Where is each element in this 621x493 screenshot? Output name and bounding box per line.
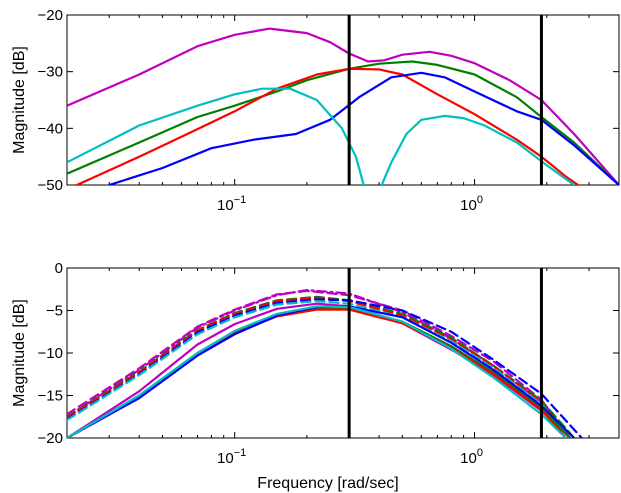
series-line-6 bbox=[380, 114, 576, 185]
y-tick-label: −5 bbox=[46, 303, 63, 320]
y-tick-label: −15 bbox=[38, 388, 63, 405]
y-tick-label: −20 bbox=[38, 430, 63, 447]
series-line-1 bbox=[67, 289, 572, 438]
y-tick-label: −50 bbox=[38, 177, 63, 194]
series-group bbox=[67, 289, 583, 438]
series-line-6 bbox=[67, 300, 572, 438]
series-line-2 bbox=[67, 60, 619, 185]
y-tick-label: −40 bbox=[38, 120, 63, 137]
x-tick-label: 100 bbox=[460, 194, 483, 214]
plot-frame bbox=[66, 14, 620, 186]
series-group bbox=[67, 27, 619, 185]
y-tick-label: 0 bbox=[55, 260, 63, 277]
x-tick-label: 100 bbox=[460, 447, 483, 467]
x-tick-label: 10−1 bbox=[217, 194, 246, 214]
series-line-5 bbox=[67, 298, 583, 438]
series-line-4 bbox=[108, 71, 619, 185]
y-axis-label: Magnitude [dB] bbox=[11, 299, 28, 407]
upper-magnitude-plot: 10−1 100 −50 −40 −30 −20 Magnitude [dB] bbox=[11, 7, 620, 214]
lower-magnitude-plot: 10−1 100 −20 −15 −10 −5 0 Magnitude [dB] Frequen… bbox=[11, 260, 620, 492]
series-line-11 bbox=[67, 305, 567, 438]
y-tick-label: −20 bbox=[38, 7, 63, 24]
series-line-5 bbox=[67, 87, 365, 185]
x-axis-label: Frequency [rad/sec] bbox=[257, 475, 398, 492]
series-line-3 bbox=[75, 67, 580, 185]
y-tick-label: −10 bbox=[38, 345, 63, 362]
series-line-2 bbox=[67, 289, 572, 438]
x-tick-label: 10−1 bbox=[217, 447, 246, 467]
series-line-1 bbox=[67, 27, 619, 185]
y-tick-label: −30 bbox=[38, 64, 63, 81]
y-axis-label: Magnitude [dB] bbox=[11, 46, 28, 154]
